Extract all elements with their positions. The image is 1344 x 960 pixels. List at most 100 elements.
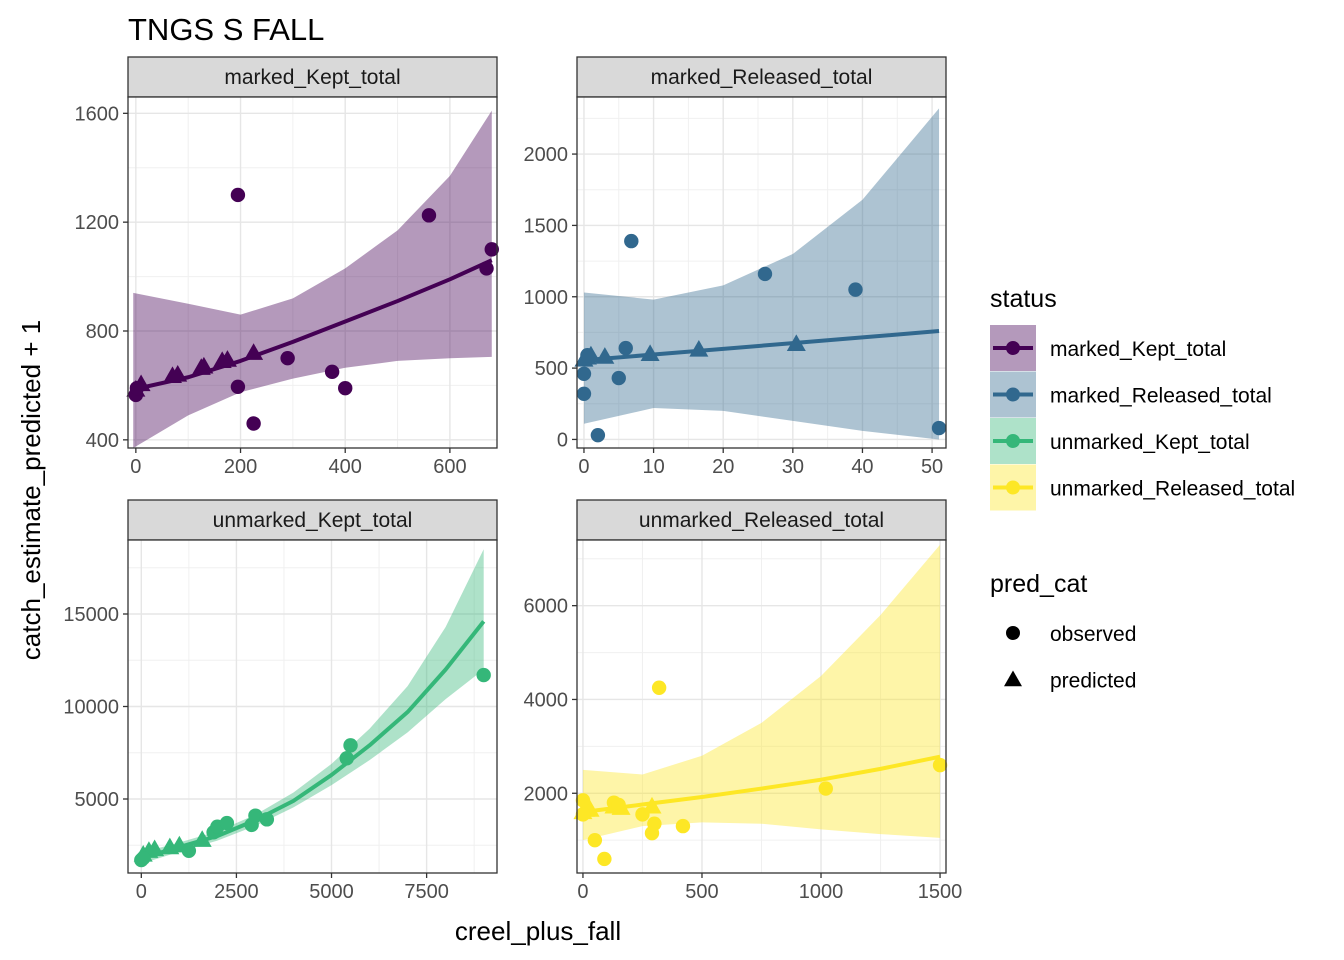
facet-strip-label: unmarked_Kept_total [213, 509, 413, 532]
observed-point [575, 793, 591, 808]
observed-point [651, 680, 667, 695]
predicted-point [595, 347, 615, 364]
observed-point [280, 351, 295, 366]
observed-point [338, 380, 353, 396]
x-tick-label: 40 [851, 456, 873, 478]
panel-background [128, 97, 497, 448]
observed-point [624, 233, 639, 249]
predicted-point [786, 334, 806, 351]
observed-point [757, 266, 773, 282]
y-tick-label: 5000 [75, 789, 120, 811]
fit-line [582, 754, 941, 815]
observed-point [230, 187, 246, 203]
observed-point [647, 816, 662, 831]
facet-panel: unmarked_Kept_total 0 2500 5000 7500 5000 1000… [63, 499, 498, 903]
x-tick-label: 50 [921, 456, 943, 478]
x-tick-label: 400 [329, 456, 362, 478]
panel-border [127, 96, 498, 449]
legend-label: marked_Kept_total [1050, 338, 1226, 361]
legend-label: unmarked_Kept_total [1050, 431, 1250, 454]
legend-key [990, 371, 1036, 418]
y-tick-label: 1600 [75, 103, 120, 125]
facet-strip-label: marked_Kept_total [224, 66, 400, 89]
y-tick-label: 1000 [524, 287, 569, 309]
predicted-point [168, 365, 188, 382]
y-tick-label: 400 [86, 430, 119, 452]
observed-point [246, 416, 261, 431]
y-tick-label: 1500 [524, 215, 569, 237]
facet-strip-label: marked_Released_total [651, 66, 873, 89]
observed-point [136, 851, 151, 866]
x-tick-label: 30 [782, 456, 804, 478]
observed-point [818, 781, 833, 796]
y-tick-label: 2000 [524, 783, 569, 805]
facet-strip [127, 56, 498, 98]
observed-point [259, 812, 275, 827]
observed-point [476, 667, 491, 683]
y-tick-label: 1200 [75, 212, 120, 234]
x-tick-label: 200 [224, 456, 257, 478]
y-tick-label: 500 [535, 358, 568, 380]
predicted-point [194, 356, 214, 374]
x-axis-title: creel_plus_fall [455, 916, 621, 946]
facet-panel: unmarked_Released_total 0 500 1000 1500 2000 4… [524, 499, 963, 903]
observed-point [932, 757, 948, 773]
x-tick-label: 500 [685, 881, 718, 903]
legend-key-point [1006, 434, 1020, 448]
y-tick-label: 6000 [524, 596, 569, 618]
y-tick-label: 800 [86, 321, 119, 343]
observed-point [611, 797, 626, 813]
predicted-point [244, 343, 264, 360]
panel-border [576, 96, 947, 449]
observed-point [635, 807, 650, 822]
facet-panel: marked_Kept_total 0 200 400 600 400 800 1200 160… [75, 56, 499, 478]
x-tick-label: 1500 [918, 881, 963, 903]
legend-key [990, 325, 1036, 371]
y-tick-label: 2000 [524, 144, 569, 166]
legend-status-title: status [990, 285, 1057, 313]
legend-triangle-symbol [1004, 670, 1022, 687]
observed-point [343, 738, 358, 753]
observed-point [129, 380, 145, 396]
observed-point [618, 340, 633, 356]
x-tick-label: 1000 [799, 881, 844, 903]
legend-key-point [1006, 341, 1020, 355]
x-tick-label: 5000 [309, 881, 354, 903]
fit-line [583, 329, 940, 363]
predicted-point [217, 350, 237, 367]
x-tick-label: 7500 [404, 881, 449, 903]
facet-strip [127, 499, 498, 541]
confidence-ribbon [582, 544, 941, 841]
observed-point [597, 851, 612, 867]
observed-point [479, 261, 494, 276]
observed-point [324, 364, 340, 380]
legend-key [990, 418, 1036, 464]
observed-point [230, 379, 246, 394]
legend-key-point [1006, 387, 1020, 402]
legend: status marked_Kept_total marked_Released_t… [990, 285, 1295, 693]
legend-label: predicted [1050, 670, 1136, 693]
x-tick-label: 0 [577, 881, 588, 903]
facet-strip-label: unmarked_Released_total [639, 509, 884, 532]
observed-point [484, 242, 499, 257]
observed-point [339, 751, 354, 766]
predicted-point [640, 344, 660, 361]
legend-label: observed [1050, 623, 1136, 646]
chart-title: TNGS S FALL [128, 12, 324, 47]
legend-circle-symbol [1006, 626, 1020, 640]
observed-point [848, 282, 863, 297]
y-tick-label: 0 [557, 429, 568, 451]
legend-label: unmarked_Released_total [1050, 478, 1295, 501]
observed-point [590, 427, 606, 443]
x-tick-label: 0 [130, 456, 141, 478]
observed-point [576, 386, 592, 401]
x-tick-label: 10 [642, 456, 664, 478]
y-axis-title: catch_estimate_predicted + 1 [16, 320, 46, 660]
observed-point [181, 843, 197, 858]
y-tick-label: 15000 [63, 604, 119, 626]
facet-strip [576, 499, 947, 541]
observed-point [611, 370, 626, 386]
